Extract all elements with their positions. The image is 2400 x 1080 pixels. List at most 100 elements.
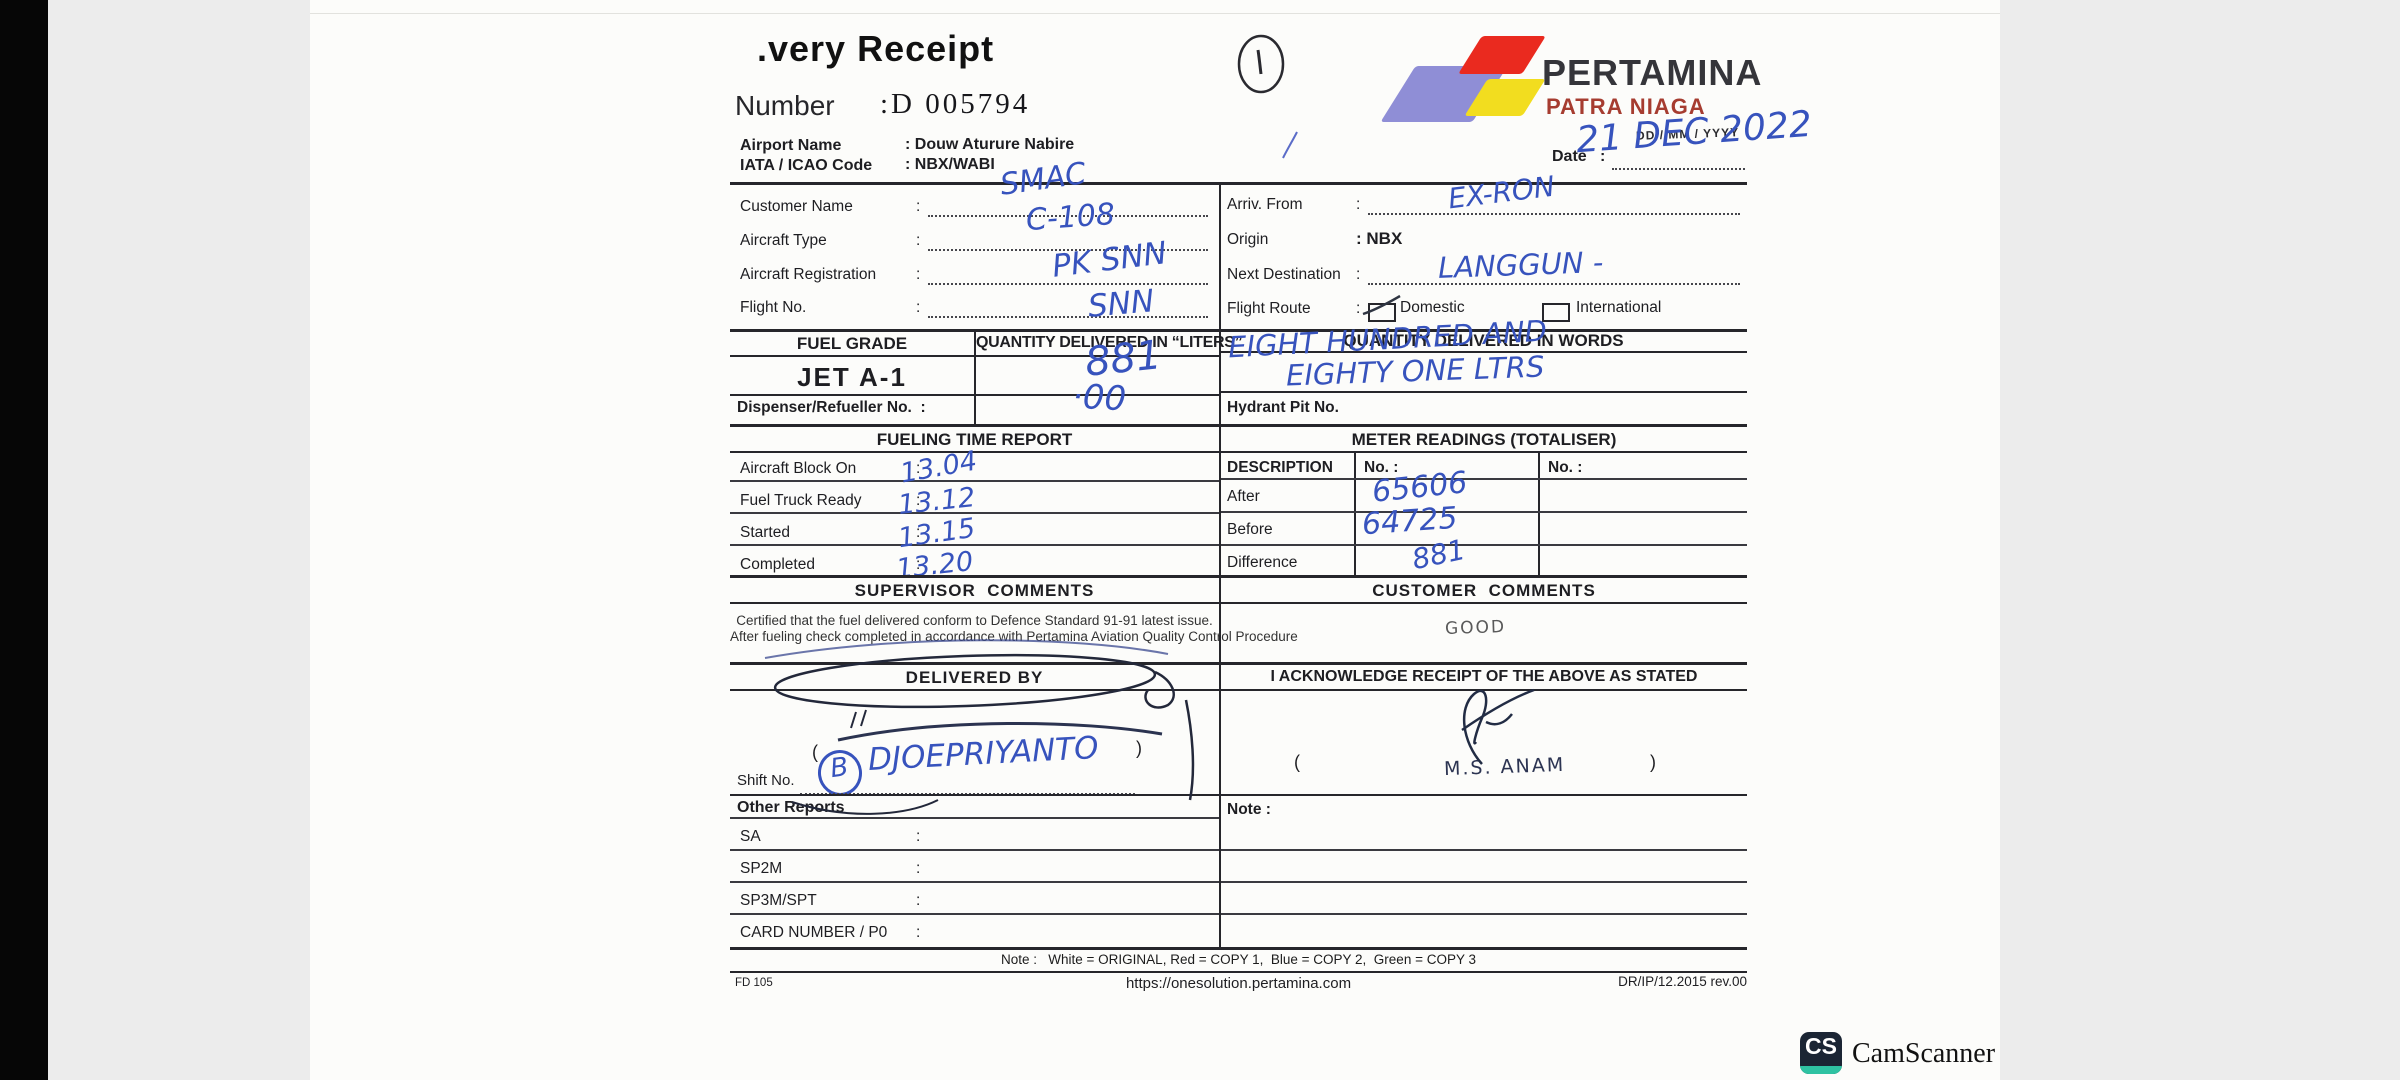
footer-url: https://onesolution.pertamina.com [1125,975,1352,992]
form-rule [730,971,1747,973]
meter-no-col-1: No. : [1364,459,1399,476]
pertamina-brand-name: PERTAMINA [1542,52,1763,93]
page-top-faint-line [310,13,2000,14]
fueling-time-header: FUELING TIME REPORT [876,430,1073,449]
field-colon: : [916,524,921,541]
hw-liters-qty-2: ·00 [1070,376,1128,420]
form-rule-light [1221,478,1747,480]
copies-note: Note : White = ORIGINAL, Red = COPY 1, B… [1001,952,1476,967]
shift-no-label: Shift No. [737,772,795,789]
hw-aircraft-type: C-108 [1024,196,1117,239]
form-rule [730,794,1747,796]
ack-paren-close: ) [1650,752,1656,772]
time-label-block-on: Aircraft Block On [740,460,857,477]
date-dotted-line [1612,168,1745,170]
field-colon: : [916,460,921,477]
camscanner-logo-badge[interactable]: CS [1800,1032,1842,1074]
note-label: Note : [1227,801,1271,818]
report-row-sa: SA [740,828,761,845]
pertamina-brand-subtitle: PATRA NIAGA [1546,94,1706,119]
form-rule [730,662,1747,665]
form-rule-light [1221,849,1747,851]
form-rule-light [730,881,1219,883]
field-colon: : [916,198,921,215]
customer-comments-header: CUSTOMER COMMENTS [1372,581,1596,600]
field-colon: : [916,232,921,249]
meter-desc-col: DESCRIPTION [1227,459,1333,476]
fuel-grade-value: JET A-1 [797,362,907,392]
iata-icao-label: IATA / ICAO Code [740,157,873,174]
field-colon: : [916,924,921,941]
field-dotted-line [928,316,1208,318]
receipt-number-value: :D 005794 [880,88,1031,120]
meter-col-divider [1538,451,1540,576]
field-label-aircraft-registration: Aircraft Registration [740,266,877,283]
form-rule [730,451,1747,453]
time-label-truck-ready: Fuel Truck Ready [740,492,862,509]
footer-revision: DR/IP/12.2015 rev.00 [1618,974,1747,989]
ack-paren-open: ( [1294,752,1300,772]
meter-no-col-2: No. : [1548,459,1583,476]
field-colon: : [1356,266,1361,283]
hydrant-label: Hydrant Pit No. [1227,399,1339,416]
delivered-by-header: DELIVERED BY [905,668,1044,687]
field-value-origin: : NBX [1356,229,1403,248]
field-dotted-line [1368,283,1740,285]
form-rule [730,947,1747,950]
time-label-started: Started [740,524,790,541]
form-rule [1221,391,1747,393]
form-rule [730,182,1747,185]
hw-ack-name: M.S. ANAM [1443,753,1566,781]
form-rule-light [1221,511,1747,513]
field-colon: : [1356,196,1361,213]
scanned-page [310,0,2000,1080]
field-dotted-line [1368,213,1740,215]
footer-form-code: FD 105 [735,977,773,989]
meter-col-divider [1354,451,1356,576]
camscanner-wordmark[interactable]: CamScanner [1852,1038,1996,1069]
camscanner-badge-initials: CS [1805,1033,1837,1059]
meter-readings-header: METER READINGS (TOTALISER) [1351,430,1617,449]
form-center-divider [1219,182,1221,950]
field-label-arriv-from: Arriv. From [1227,196,1303,213]
other-reports-header: Other Reports [737,799,845,816]
form-rule [730,575,1747,578]
international-checkbox-label: International [1576,299,1662,316]
fuel-cell-divider [974,329,976,425]
report-row-sp2m: SP2M [740,860,783,877]
left-gray-gutter [48,0,310,1080]
field-label-flight-route: Flight Route [1227,300,1311,317]
field-label-aircraft-type: Aircraft Type [740,232,827,249]
meter-row-after: After [1227,488,1260,505]
iata-icao-value: : NBX/WABI [905,156,995,173]
field-colon: : [916,860,921,877]
delivered-paren-open: ( [812,742,818,762]
form-rule-light [730,913,1219,915]
date-label: Date [1552,148,1587,165]
form-rule-light [730,849,1219,851]
field-dotted-line [928,249,1208,251]
dispenser-label: Dispenser/Refueller No. : [737,399,926,416]
camscanner-badge-teal-strip [1800,1066,1842,1074]
form-rule-light [730,544,1219,546]
domestic-checkbox [1368,303,1396,322]
form-rule-light [730,480,1219,482]
hw-customer-comment: GOOD [1444,616,1507,640]
international-checkbox [1542,303,1570,322]
form-rule [730,329,1747,332]
date-colon: : [1600,148,1606,165]
form-rule [730,355,1219,357]
field-label-flight-no: Flight No. [740,299,807,316]
acknowledge-header: I ACKNOWLEDGE RECEIPT OF THE ABOVE AS ST… [1270,668,1698,685]
certification-line-2: After fueling check completed in accorda… [730,629,1298,644]
certification-line-1: Certified that the fuel delivered confor… [736,613,1213,628]
form-rule-light [1221,881,1747,883]
hw-next-destination: LANGGUN - [1437,245,1604,285]
field-dotted-line [928,215,1208,217]
field-label-customer-name: Customer Name [740,198,853,215]
field-colon: : [916,266,921,283]
right-gray-gutter [2000,0,2400,1080]
form-rule-light [730,817,1219,819]
form-rule [1221,351,1747,353]
fuel-words-header: QUANTITY DELIVERED IN WORDS [1343,331,1624,350]
